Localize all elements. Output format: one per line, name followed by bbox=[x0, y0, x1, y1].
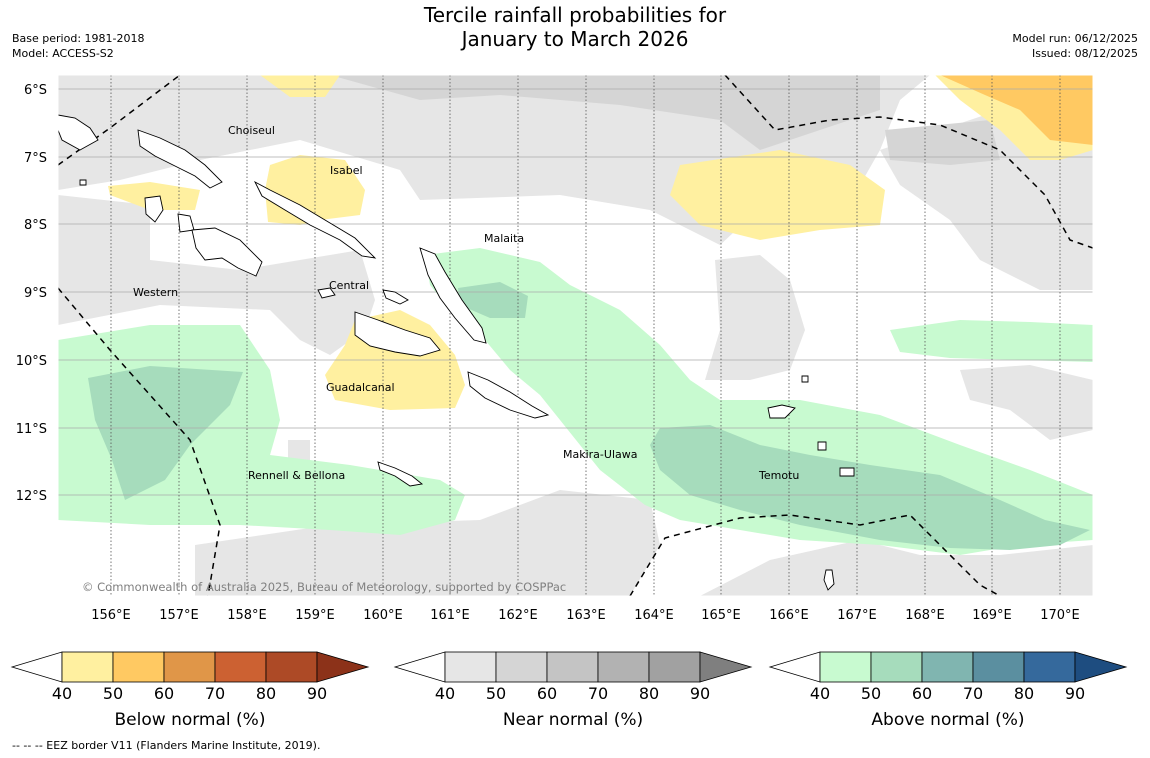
region-label: Rennell & Bellona bbox=[248, 469, 345, 482]
colorbar-segment bbox=[1023, 651, 1076, 683]
colorbar-low-arrow bbox=[393, 651, 446, 683]
latitude-gridlines bbox=[58, 88, 1093, 496]
region-label: Central bbox=[329, 279, 369, 292]
colorbar-tick-label: 70 bbox=[588, 684, 608, 703]
lon-label: 169°E bbox=[972, 608, 1012, 623]
colorbar-tick-label: 70 bbox=[205, 684, 225, 703]
colorbar-high-arrow bbox=[316, 651, 370, 683]
colorbar-tick-label: 40 bbox=[810, 684, 830, 703]
colorbar-segment bbox=[921, 651, 974, 683]
colorbar-tick-label: 60 bbox=[912, 684, 932, 703]
colorbar-segment bbox=[163, 651, 216, 683]
title-line-2: January to March 2026 bbox=[461, 27, 689, 51]
colorbar-tick-label: 60 bbox=[537, 684, 557, 703]
meta-right: Model run: 06/12/2025 Issued: 08/12/2025 bbox=[1012, 31, 1138, 61]
colorbar-segment bbox=[495, 651, 548, 683]
colorbar-segment bbox=[61, 651, 114, 683]
lon-label: 170°E bbox=[1040, 608, 1080, 623]
colorbar-segment bbox=[870, 651, 923, 683]
copyright-text: © Commonwealth of Australia 2025, Bureau… bbox=[82, 580, 566, 594]
lat-label: 9°S bbox=[24, 286, 47, 301]
colorbar-segment bbox=[546, 651, 599, 683]
colorbar-tick-label: 40 bbox=[435, 684, 455, 703]
map-area: Choiseul Isabel Malaita Western Central … bbox=[58, 75, 1093, 596]
colorbar-segment bbox=[214, 651, 267, 683]
colorbar-tick-label: 70 bbox=[963, 684, 983, 703]
lon-label: 157°E bbox=[159, 608, 199, 623]
longitude-labels: 156°E 157°E 158°E 159°E 160°E 161°E 162°… bbox=[91, 608, 1080, 623]
above-normal-regions bbox=[58, 248, 1093, 555]
region-label: Makira-Ulawa bbox=[563, 448, 637, 461]
colorbar-tick-label: 80 bbox=[256, 684, 276, 703]
lon-label: 162°E bbox=[498, 608, 538, 623]
colorbar-title-above: Above normal (%) bbox=[871, 710, 1024, 730]
lon-label: 166°E bbox=[769, 608, 809, 623]
colorbar-high-arrow bbox=[1074, 651, 1128, 683]
colorbar-segment bbox=[972, 651, 1025, 683]
longitude-gridlines bbox=[110, 75, 1061, 596]
region-label: Choiseul bbox=[228, 124, 275, 137]
colorbar-segment bbox=[444, 651, 497, 683]
colorbar-segment bbox=[648, 651, 701, 683]
colorbar-high-arrow bbox=[699, 651, 753, 683]
colorbar-near-normal: 40 50 60 70 80 90 bbox=[393, 651, 753, 703]
colorbar-tick-label: 90 bbox=[1065, 684, 1085, 703]
issued-date: Issued: 08/12/2025 bbox=[1031, 47, 1138, 60]
lon-label: 165°E bbox=[701, 608, 741, 623]
lon-label: 156°E bbox=[91, 608, 131, 623]
lon-label: 164°E bbox=[634, 608, 674, 623]
eez-legend-note: -- -- -- EEZ border V11 (Flanders Marine… bbox=[12, 739, 321, 752]
colorbar-tick-label: 50 bbox=[103, 684, 123, 703]
lon-label: 168°E bbox=[905, 608, 945, 623]
colorbar-tick-label: 50 bbox=[486, 684, 506, 703]
model-name: Model: ACCESS-S2 bbox=[12, 47, 114, 60]
lat-label: 12°S bbox=[16, 489, 47, 504]
colorbars: 40 50 60 70 80 90 40 50 60 70 80 90 40 50 60 70 80 90 B… bbox=[10, 651, 1128, 730]
lat-label: 7°S bbox=[24, 151, 47, 166]
colorbar-tick-label: 80 bbox=[1014, 684, 1034, 703]
title-line-1: Tercile rainfall probabilities for bbox=[423, 3, 727, 27]
region-label: Temotu bbox=[758, 469, 799, 482]
colorbar-above-normal: 40 50 60 70 80 90 bbox=[768, 651, 1128, 703]
colorbar-segment bbox=[819, 651, 872, 683]
lon-label: 159°E bbox=[295, 608, 335, 623]
colorbar-tick-label: 90 bbox=[690, 684, 710, 703]
colorbar-segment bbox=[265, 651, 318, 683]
lon-label: 160°E bbox=[363, 608, 403, 623]
colorbar-tick-label: 60 bbox=[154, 684, 174, 703]
islands bbox=[58, 114, 855, 591]
region-label: Malaita bbox=[484, 232, 524, 245]
lat-label: 6°S bbox=[24, 83, 47, 98]
lon-label: 158°E bbox=[227, 608, 267, 623]
colorbar-below-normal: 40 50 60 70 80 90 bbox=[10, 651, 370, 703]
lat-label: 10°S bbox=[16, 354, 47, 369]
lat-label: 11°S bbox=[16, 422, 47, 437]
below-normal-regions bbox=[108, 75, 1093, 410]
lon-label: 167°E bbox=[837, 608, 877, 623]
colorbar-low-arrow bbox=[10, 651, 63, 683]
colorbar-low-arrow bbox=[768, 651, 821, 683]
colorbar-segment bbox=[597, 651, 650, 683]
map: Choiseul Isabel Malaita Western Central … bbox=[16, 74, 1094, 623]
colorbar-title-below: Below normal (%) bbox=[115, 710, 266, 730]
eez-border bbox=[58, 75, 1093, 596]
model-run: Model run: 06/12/2025 bbox=[1012, 32, 1138, 45]
colorbar-tick-label: 40 bbox=[52, 684, 72, 703]
colorbar-segment bbox=[112, 651, 165, 683]
lon-label: 163°E bbox=[566, 608, 606, 623]
colorbar-tick-label: 50 bbox=[861, 684, 881, 703]
lat-label: 8°S bbox=[24, 218, 47, 233]
region-label: Isabel bbox=[330, 164, 363, 177]
map-title: Tercile rainfall probabilities for Janua… bbox=[0, 3, 1150, 51]
colorbar-title-near: Near normal (%) bbox=[503, 710, 643, 730]
base-period: Base period: 1981-2018 bbox=[12, 32, 145, 45]
lon-label: 161°E bbox=[430, 608, 470, 623]
latitude-labels: 6°S 7°S 8°S 9°S 10°S 11°S 12°S bbox=[16, 83, 47, 504]
region-label: Western bbox=[133, 286, 178, 299]
region-labels: Choiseul Isabel Malaita Western Central … bbox=[133, 124, 799, 482]
region-label: Guadalcanal bbox=[326, 381, 395, 394]
colorbar-tick-label: 90 bbox=[307, 684, 327, 703]
colorbar-tick-label: 80 bbox=[639, 684, 659, 703]
meta-left: Base period: 1981-2018 Model: ACCESS-S2 bbox=[12, 31, 144, 61]
